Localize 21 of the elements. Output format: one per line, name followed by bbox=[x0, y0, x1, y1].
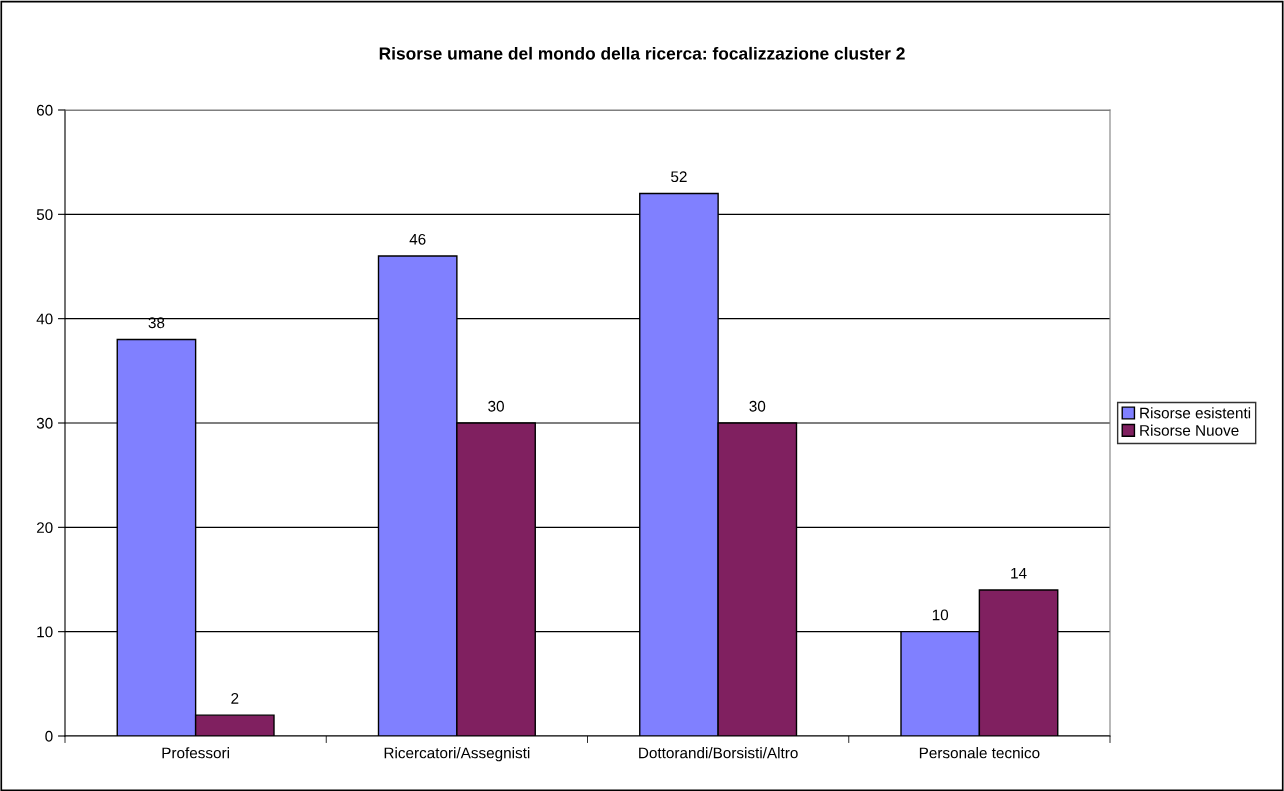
y-tick-label: 30 bbox=[36, 417, 53, 429]
legend-label: Risorse Nuove bbox=[1140, 424, 1239, 436]
y-tick-label: 10 bbox=[37, 626, 53, 638]
y-tick-label: 60 bbox=[36, 104, 53, 116]
chart-title: Risorse umane del mondo della ricerca: focalizzazione cluster 2 bbox=[379, 46, 905, 60]
data-label: 30 bbox=[488, 400, 504, 412]
data-label: 46 bbox=[409, 233, 426, 245]
x-tick-label: Professori bbox=[162, 747, 229, 759]
data-label: 30 bbox=[749, 400, 766, 412]
x-tick-label: Dottorandi/Borsisti/Altro bbox=[639, 747, 798, 759]
y-tick-label: 40 bbox=[36, 313, 53, 325]
x-tick-label: Personale tecnico bbox=[919, 747, 1040, 759]
y-tick-label: 0 bbox=[45, 730, 53, 742]
y-tick-label: 20 bbox=[36, 522, 53, 534]
y-tick-label: 50 bbox=[36, 209, 53, 221]
data-label: 2 bbox=[231, 692, 239, 704]
data-label: 14 bbox=[1011, 567, 1027, 579]
data-label: 10 bbox=[932, 609, 949, 621]
legend-label: Risorse esistenti bbox=[1140, 407, 1251, 419]
x-tick-label: Ricercatori/Assegnisti bbox=[384, 747, 530, 762]
data-label: 52 bbox=[671, 171, 687, 183]
